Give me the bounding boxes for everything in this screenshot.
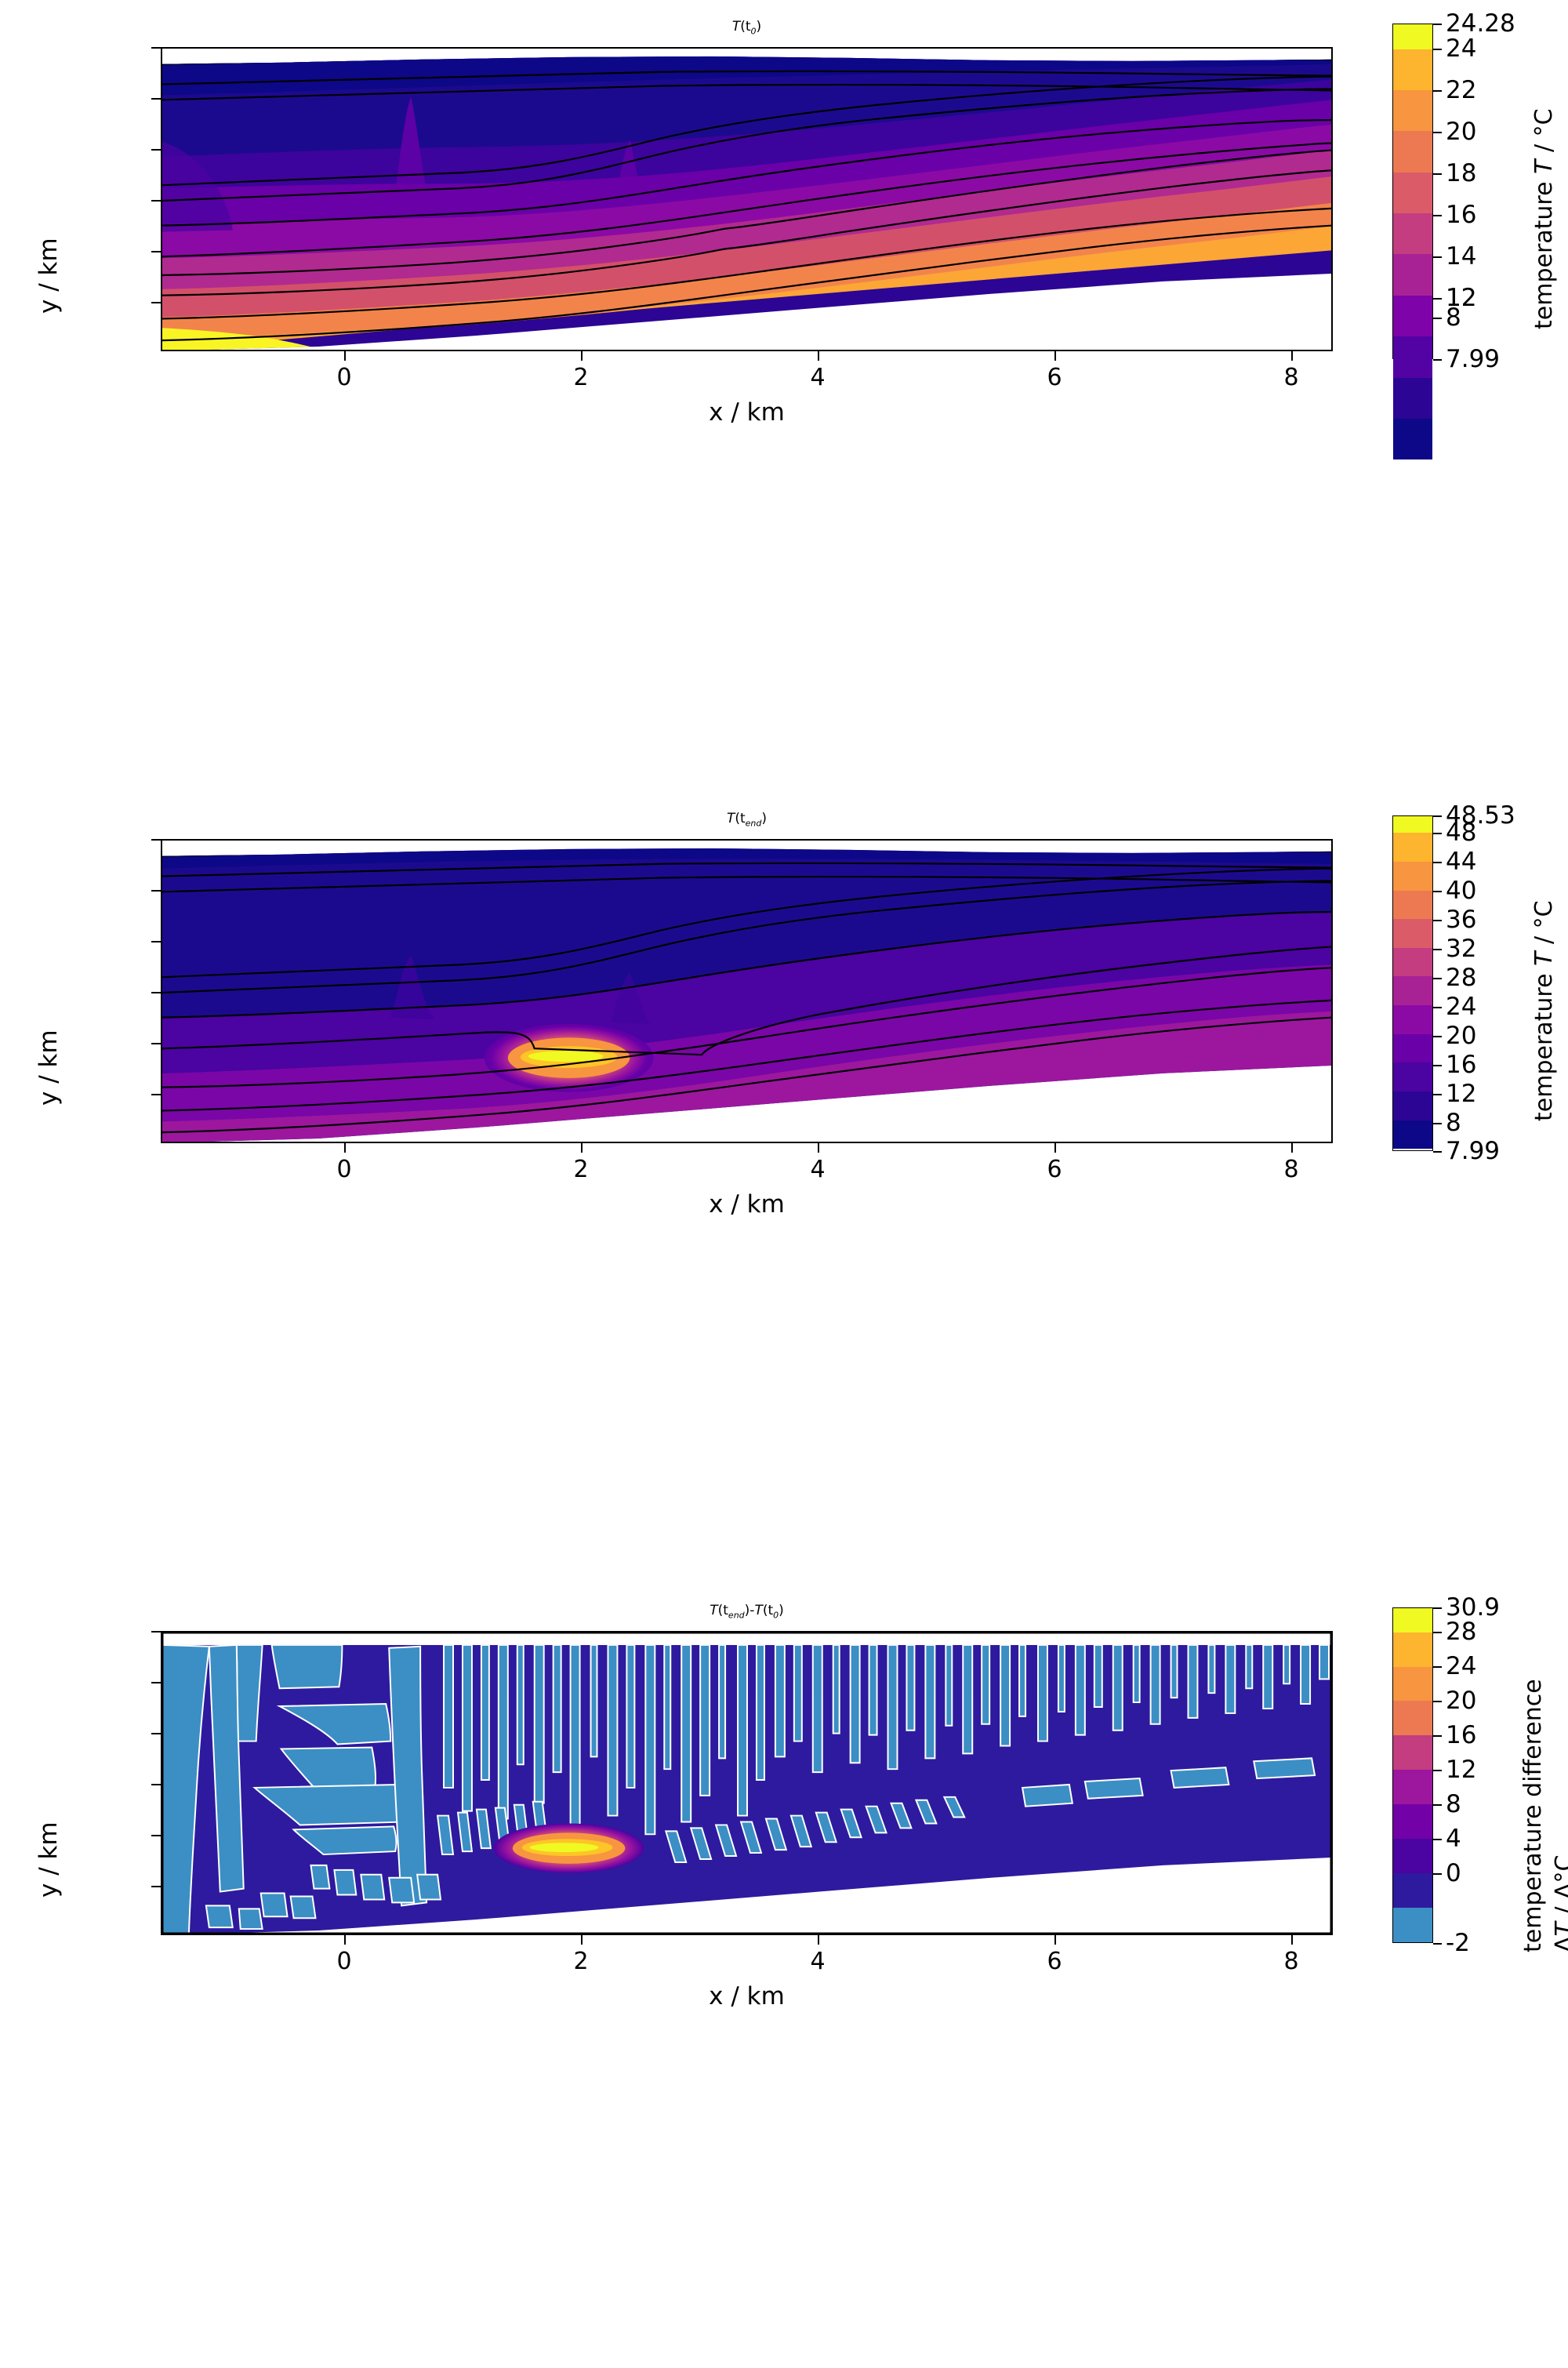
cb-tick-label: 8 bbox=[1446, 1109, 1461, 1137]
axes-initial bbox=[161, 47, 1333, 351]
cb-tick-label: 22 bbox=[1446, 76, 1477, 104]
cb-tick-label: 18 bbox=[1446, 159, 1477, 187]
panel-final-temperature: T(tend) bbox=[0, 792, 1568, 1576]
cb-tick-label: 0 bbox=[1446, 1859, 1461, 1887]
colorbar-final-title: temperature T / °C bbox=[1530, 900, 1558, 1121]
panel-initial-temperature: T(t0) bbox=[0, 0, 1568, 784]
cb-tick-label: 48.53 bbox=[1446, 801, 1515, 830]
cb-tick-label: 7.99 bbox=[1446, 345, 1501, 373]
contour-art-initial bbox=[162, 56, 1331, 350]
x-tick-label: 2 bbox=[573, 1948, 589, 1975]
x-tick-label: 6 bbox=[1047, 1156, 1062, 1183]
x-tick-label: 0 bbox=[336, 1948, 352, 1975]
cb-tick-label: 20 bbox=[1446, 1022, 1477, 1050]
cb-tick-label: 28 bbox=[1446, 964, 1477, 992]
x-tick-label: 0 bbox=[336, 364, 352, 391]
x-tick-label: 8 bbox=[1283, 1156, 1299, 1183]
panel-title-initial: T(t0) bbox=[731, 19, 762, 37]
cb-tick-label: 24 bbox=[1446, 993, 1477, 1021]
x-tick-label: 8 bbox=[1283, 1948, 1299, 1975]
x-tick-label: 4 bbox=[810, 364, 826, 391]
colorbar-difference-title: temperature difference bbox=[1519, 1679, 1547, 1952]
axes-final bbox=[161, 839, 1333, 1143]
y-axis-title: y / km bbox=[34, 1821, 63, 1898]
x-axis-title: x / km bbox=[709, 1190, 785, 1219]
colorbar-initial bbox=[1392, 24, 1433, 460]
x-axis-title: x / km bbox=[709, 398, 785, 427]
x-tick-label: 0 bbox=[336, 1156, 352, 1183]
cb-tick-label: 36 bbox=[1446, 906, 1477, 934]
colorbar-difference-title-unit: ΔT / Δ°C bbox=[1551, 1854, 1568, 1952]
cb-tick-label: 28 bbox=[1446, 1618, 1477, 1646]
x-tick-label: 4 bbox=[810, 1156, 826, 1183]
contour-art-final bbox=[162, 848, 1331, 1142]
cb-tick-label: 14 bbox=[1446, 242, 1477, 271]
x-tick-label: 8 bbox=[1283, 364, 1299, 391]
colorbar-initial-title: temperature T / °C bbox=[1530, 108, 1558, 329]
cb-tick-label: 24.28 bbox=[1446, 9, 1515, 38]
cb-tick-label: 12 bbox=[1446, 1756, 1477, 1784]
contour-art-difference bbox=[162, 1633, 1331, 1934]
cb-tick-label-10: 12 bbox=[1446, 284, 1477, 312]
panel-title-difference: T(tend)-T(t0) bbox=[710, 1603, 784, 1621]
y-axis-title: y / km bbox=[34, 1030, 63, 1106]
cb-tick-label: 44 bbox=[1446, 848, 1477, 876]
cb-tick-label: 32 bbox=[1446, 935, 1477, 963]
cb-tick-label: 24 bbox=[1446, 1652, 1477, 1680]
x-axis-title: x / km bbox=[709, 1982, 785, 2010]
cb-tick-label: 7.99 bbox=[1446, 1137, 1501, 1165]
cb-tick-label: 20 bbox=[1446, 118, 1477, 146]
x-tick-label: 6 bbox=[1047, 1948, 1062, 1975]
cb-tick-label: 40 bbox=[1446, 877, 1477, 905]
panel-temperature-difference: T(tend)-T(t0) bbox=[0, 1584, 1568, 2368]
cb-tick-label: 8 bbox=[1446, 1790, 1461, 1818]
cb-tick-label: 30.9 bbox=[1446, 1593, 1501, 1622]
cb-tick-label: 4 bbox=[1446, 1825, 1461, 1853]
x-tick-label: 2 bbox=[573, 364, 589, 391]
cb-tick-label: 12 bbox=[1446, 1080, 1477, 1108]
cb-tick-label: 16 bbox=[1446, 1721, 1477, 1749]
axes-difference bbox=[161, 1631, 1333, 1935]
x-tick-label: 2 bbox=[573, 1156, 589, 1183]
x-tick-label: 6 bbox=[1047, 364, 1062, 391]
cb-tick-label: 12 bbox=[1446, 284, 1477, 312]
cb-tick-label: 16 bbox=[1446, 201, 1477, 229]
panel-title-final: T(tend) bbox=[726, 811, 768, 829]
cb-tick-label: -2 bbox=[1446, 1929, 1470, 1957]
colorbar-final bbox=[1392, 815, 1433, 1151]
cb-tick-label: 24 bbox=[1446, 35, 1477, 63]
cb-tick-label: 8 bbox=[1446, 303, 1461, 332]
colorbar-difference bbox=[1392, 1607, 1433, 1943]
cb-tick-label: 48 bbox=[1446, 819, 1477, 847]
y-axis-title: y / km bbox=[34, 238, 63, 314]
cb-tick-label: 20 bbox=[1446, 1687, 1477, 1715]
cb-tick-label: 16 bbox=[1446, 1051, 1477, 1079]
x-tick-label: 4 bbox=[810, 1948, 826, 1975]
